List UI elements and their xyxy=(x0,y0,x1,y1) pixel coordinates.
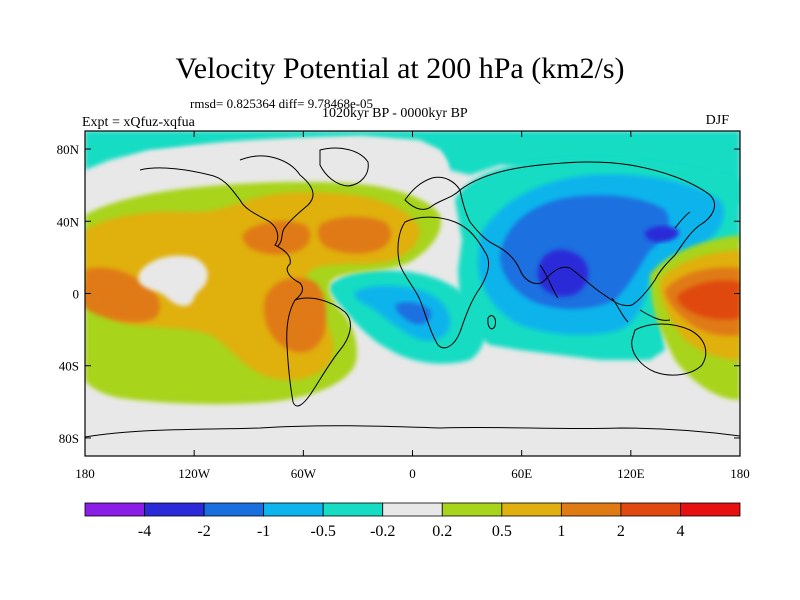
field-neutral-southern xyxy=(85,369,740,456)
colorbar-swatch xyxy=(203,502,265,517)
stats-line: rmsd= 0.825364 diff= 9.78468e-05 xyxy=(190,96,374,111)
colorbar-swatch xyxy=(382,502,443,517)
season-label: DJF xyxy=(705,113,729,128)
colorbar-swatch xyxy=(144,502,205,517)
field-neutral-arctic xyxy=(119,137,449,184)
field-pos-strong-wpacific-west xyxy=(85,282,105,310)
x-tick-label: 120E xyxy=(617,466,645,481)
y-axis: 80N 40N 0 40S 80S xyxy=(57,142,740,446)
x-tick-label: 180 xyxy=(730,466,750,481)
field-neg-strong-satlantic xyxy=(395,302,432,325)
colorbar-label: 2 xyxy=(617,523,625,540)
field-pos-strong-samerica xyxy=(264,277,327,353)
colorbar-swatch xyxy=(560,502,622,517)
y-tick-label: 40S xyxy=(59,359,79,374)
field-pos-strong-natlantic xyxy=(318,216,391,254)
y-tick-label: 40N xyxy=(57,214,80,229)
contour-field xyxy=(85,131,740,456)
coast-india xyxy=(539,264,559,299)
coast-se-asia xyxy=(611,297,671,323)
field-neg-weak-north xyxy=(85,131,740,205)
colorbar-swatch xyxy=(322,502,384,517)
x-tick-label: 60W xyxy=(291,466,317,481)
coast-south-america xyxy=(286,297,351,407)
y-tick-label: 80N xyxy=(57,142,80,157)
x-tick-label: 0 xyxy=(409,466,416,481)
x-axis: 180 120W 60W 0 60E 120E 180 xyxy=(75,131,750,481)
x-tick-label: 180 xyxy=(75,466,95,481)
coast-antarctica xyxy=(85,425,740,438)
coast-na-east xyxy=(239,155,314,247)
colorbar-swatch xyxy=(680,502,741,517)
colorbar-label: -4 xyxy=(138,523,151,540)
field-pos-max-wpacific xyxy=(677,280,740,320)
colorbar-label: -0.2 xyxy=(370,523,395,540)
coast-africa xyxy=(397,216,490,349)
colorbar-swatch xyxy=(441,502,503,517)
y-tick-label: 80S xyxy=(59,431,79,446)
coast-madagascar xyxy=(487,315,496,330)
colorbar-label: 0.2 xyxy=(432,523,452,540)
colorbar-label: 1 xyxy=(557,523,565,540)
coast-asia xyxy=(459,161,715,307)
colorbar-label: -2 xyxy=(197,523,210,540)
colorbar-label: 4 xyxy=(676,523,684,540)
coast-greenland xyxy=(319,147,369,187)
map-title: Velocity Potential at 200 hPa (km2/s) xyxy=(175,52,625,85)
y-tick-label: 0 xyxy=(73,287,80,302)
colorbar-swatch xyxy=(263,502,324,517)
period-label: 1020kyr BP - 0000kyr BP xyxy=(322,106,468,121)
field-pos-strong-caribbean xyxy=(242,220,311,255)
experiment-label: Expt = xQfuz-xqfua xyxy=(82,115,195,130)
colorbar: -4 -2 -1 -0.5 -0.2 0.2 0.5 1 2 4 xyxy=(84,502,741,540)
coast-japan xyxy=(674,211,691,229)
field-neutral-pacific-hole xyxy=(138,255,208,306)
colorbar-swatch xyxy=(620,502,681,517)
colorbar-swatch xyxy=(84,502,145,517)
x-tick-label: 60E xyxy=(511,466,532,481)
field-neg-max-japan xyxy=(644,226,679,242)
coastlines xyxy=(85,147,740,438)
coast-australia xyxy=(631,323,707,376)
coast-north-america xyxy=(139,167,303,301)
colorbar-swatch xyxy=(501,502,562,517)
colorbar-label: 0.5 xyxy=(492,523,512,540)
colorbar-label: -1 xyxy=(257,523,270,540)
colorbar-label: -0.5 xyxy=(311,523,336,540)
x-tick-label: 120W xyxy=(178,466,211,481)
